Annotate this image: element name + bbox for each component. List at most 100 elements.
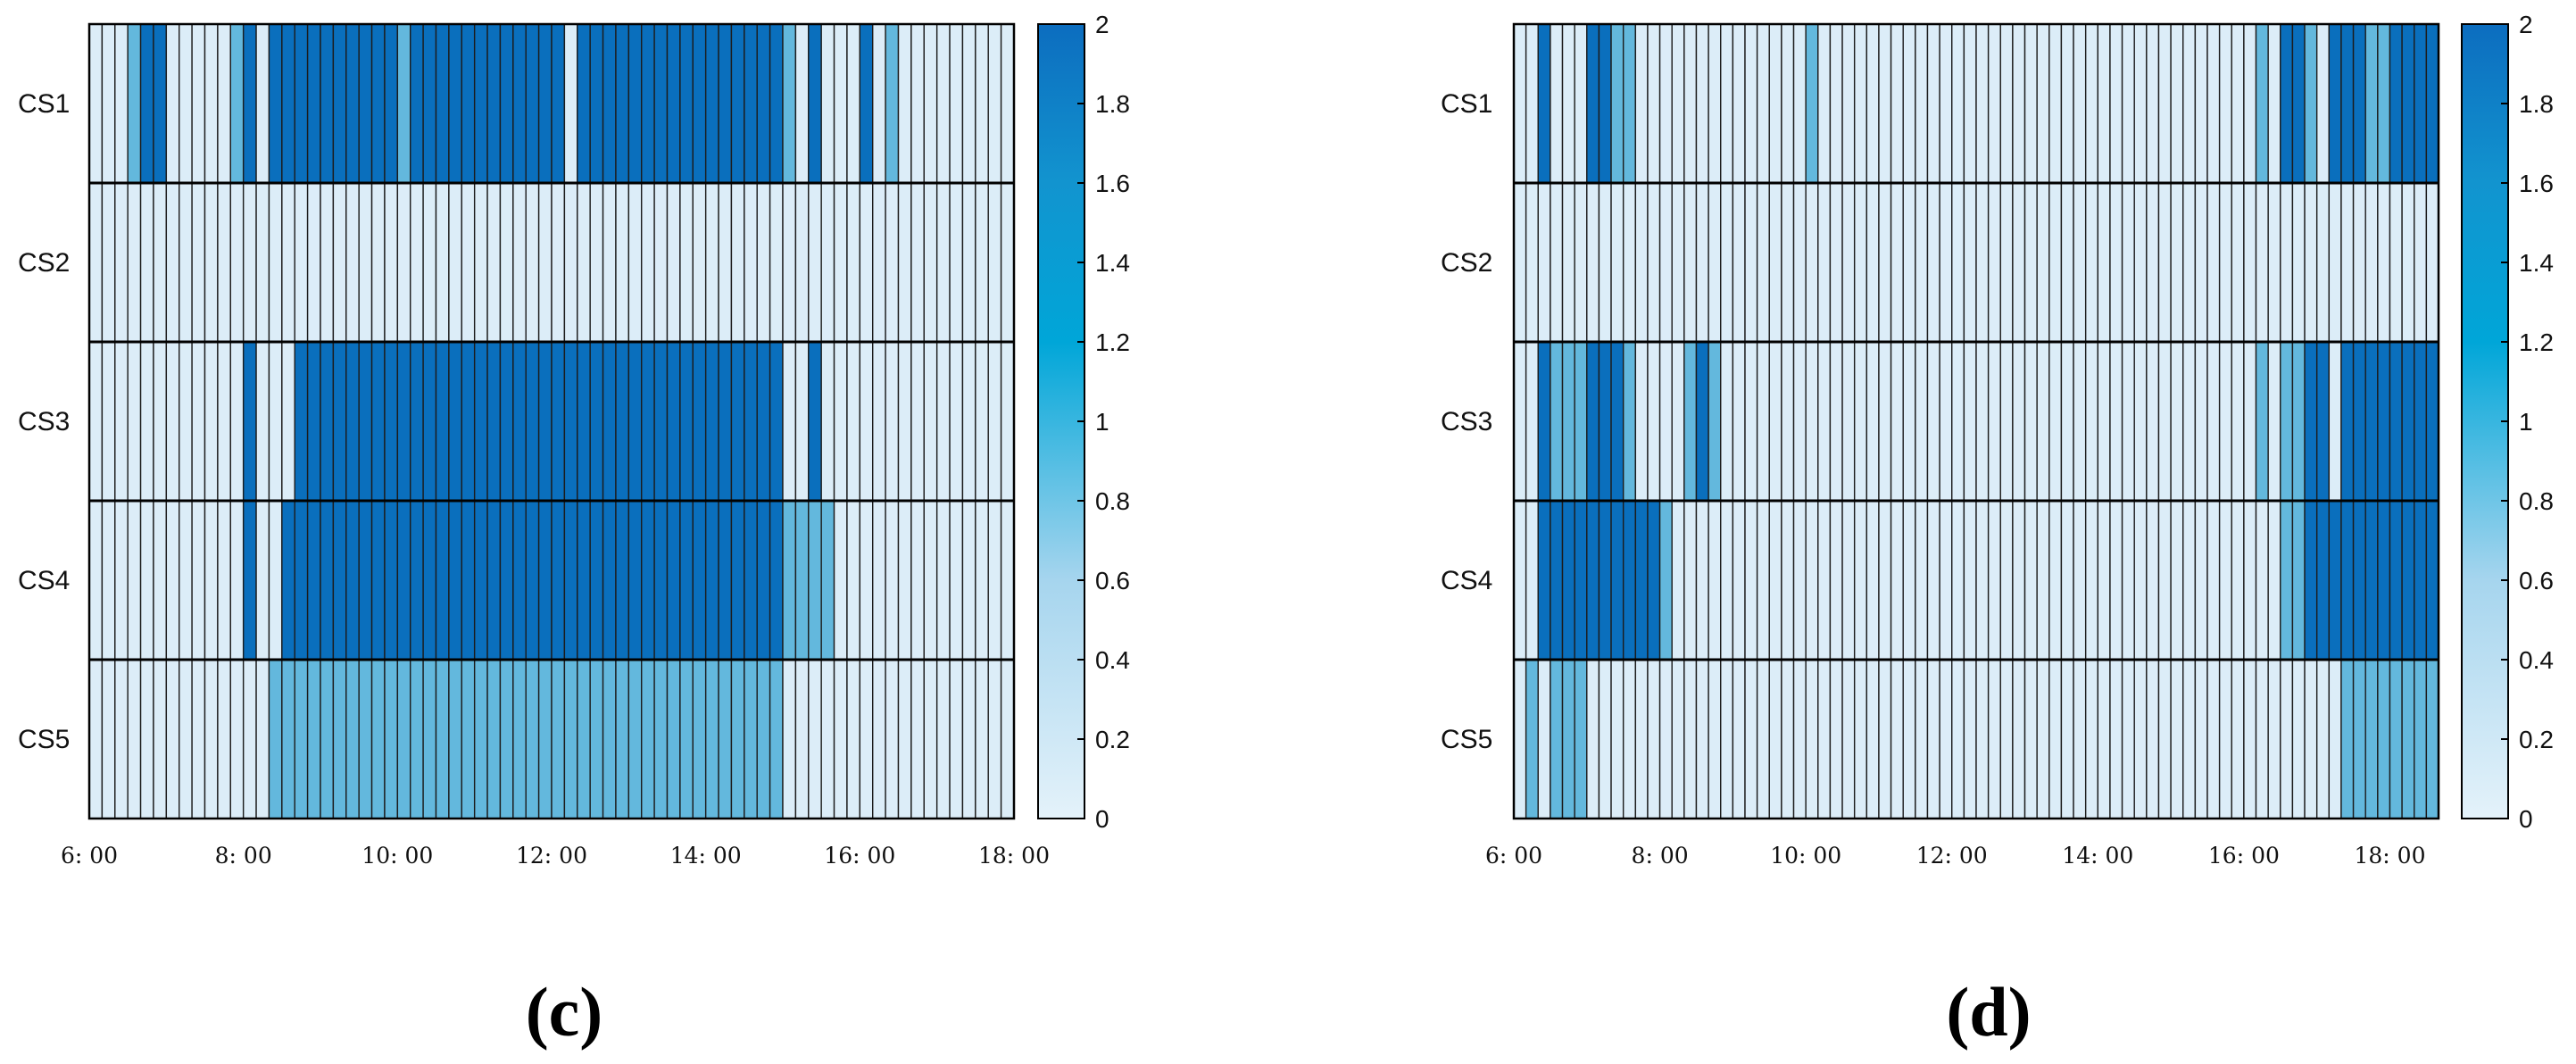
- heatmap-cell-d-r1-c73: [2401, 182, 2415, 343]
- heatmap-cell-d-r4-c42: [2023, 659, 2038, 819]
- heatmap-cell-c-r1-c35: [537, 182, 553, 343]
- row-label-c-1: CS2: [18, 248, 70, 278]
- row-label-c-4: CS5: [18, 725, 70, 754]
- heatmap-cell-c-r1-c20: [345, 182, 360, 343]
- heatmap-cell-c-r0-c39: [589, 23, 604, 184]
- heatmap-cell-d-r4-c1: [1525, 659, 1539, 819]
- heatmap-cell-d-r3-c49: [2109, 500, 2123, 661]
- heatmap-cell-d-r4-c71: [2377, 659, 2391, 819]
- heatmap-cell-c-r3-c66: [935, 500, 951, 661]
- heatmap-cell-c-r3-c21: [358, 500, 373, 661]
- row-label-d-1: CS2: [1441, 248, 1492, 278]
- heatmap-cell-c-r2-c29: [461, 341, 476, 502]
- heatmap-cell-c-r3-c35: [537, 500, 553, 661]
- heatmap-cell-d-r4-c70: [2364, 659, 2379, 819]
- heatmap-cell-c-r2-c1: [101, 341, 116, 502]
- heatmap-cell-c-r0-c55: [794, 23, 810, 184]
- heatmap-cell-d-r0-c39: [1987, 23, 2001, 184]
- heatmap-cell-c-r2-c70: [987, 341, 1002, 502]
- heatmap-cell-c-r2-c8: [191, 341, 206, 502]
- heatmap-cell-d-r0-c48: [2097, 23, 2111, 184]
- heatmap-cell-d-r4-c12: [1658, 659, 1673, 819]
- heatmap-cell-d-r3-c35: [1939, 500, 1953, 661]
- heatmap-cell-d-r3-c54: [2170, 500, 2184, 661]
- heatmap-cell-d-r0-c44: [2048, 23, 2063, 184]
- cb-tick-c-7: 1.4: [1095, 249, 1130, 277]
- heatmap-cell-c-r0-c54: [782, 23, 797, 184]
- heatmap-cell-c-r1-c21: [358, 182, 373, 343]
- heatmap-cell-d-r4-c9: [1622, 659, 1637, 819]
- heatmap-cell-d-r3-c47: [2084, 500, 2099, 661]
- heatmap-cell-d-r3-c73: [2401, 500, 2415, 661]
- heatmap-cell-c-r1-c65: [923, 182, 938, 343]
- heatmap-cell-d-r2-c59: [2231, 341, 2245, 502]
- heatmap-cell-c-r3-c32: [499, 500, 514, 661]
- heatmap-cell-c-r0-c10: [217, 23, 231, 184]
- heatmap-cell-c-r4-c71: [1000, 659, 1015, 819]
- heatmap-cell-c-r2-c34: [525, 341, 540, 502]
- heatmap-cell-c-r2-c12: [242, 341, 257, 502]
- heatmap-cell-c-r4-c19: [332, 659, 347, 819]
- heatmap-cell-c-r0-c51: [744, 23, 758, 184]
- heatmap-cell-c-r3-c62: [885, 500, 900, 661]
- heatmap-cell-c-r3-c11: [229, 500, 245, 661]
- heatmap-cell-c-r1-c34: [525, 182, 540, 343]
- heatmap-cell-d-r3-c57: [2206, 500, 2221, 661]
- heatmap-cell-c-r3-c23: [384, 500, 399, 661]
- heatmap-cell-d-r0-c53: [2157, 23, 2172, 184]
- heatmap-cell-d-r4-c73: [2401, 659, 2415, 819]
- heatmap-cell-d-r4-c75: [2425, 659, 2439, 819]
- heatmap-cell-c-r2-c64: [910, 341, 925, 502]
- heatmap-cell-d-r1-c0: [1513, 182, 1527, 343]
- heatmap-cell-c-r4-c50: [730, 659, 745, 819]
- cb-tick-d-3: 0.6: [2519, 567, 2554, 594]
- heatmap-cell-d-r0-c32: [1902, 23, 1916, 184]
- heatmap-cell-c-r3-c31: [486, 500, 502, 661]
- heatmap-cell-c-r2-c24: [396, 341, 411, 502]
- heatmap-cell-c-r1-c31: [486, 182, 502, 343]
- heatmap-cell-d-r0-c70: [2364, 23, 2379, 184]
- heatmap-cell-c-r4-c2: [114, 659, 129, 819]
- heatmap-cell-c-r0-c16: [294, 23, 309, 184]
- heatmap-cell-d-r3-c46: [2073, 500, 2087, 661]
- heatmap-cell-d-r1-c60: [2243, 182, 2257, 343]
- colorbar-c: [1037, 23, 1085, 819]
- heatmap-cell-d-r3-c67: [2328, 500, 2342, 661]
- heatmap-cell-c-r0-c23: [384, 23, 399, 184]
- heatmap-cell-c-r2-c35: [537, 341, 553, 502]
- x-tick-d-5: 16: 00: [2208, 843, 2280, 869]
- heatmap-cell-c-r3-c29: [461, 500, 476, 661]
- heatmap-cell-d-r2-c48: [2097, 341, 2111, 502]
- heatmap-cell-d-r2-c18: [1732, 341, 1746, 502]
- heatmap-cell-c-r4-c14: [268, 659, 283, 819]
- heatmap-cell-d-r1-c4: [1561, 182, 1575, 343]
- cb-tick-d-1: 0.2: [2519, 726, 2554, 753]
- heatmap-cell-d-r2-c69: [2352, 341, 2366, 502]
- heatmap-cell-c-r2-c16: [294, 341, 309, 502]
- heatmap-cell-d-r1-c52: [2146, 182, 2160, 343]
- heatmap-cell-c-r3-c28: [448, 500, 462, 661]
- x-tick-c-6: 18: 00: [978, 843, 1050, 869]
- heatmap-cell-d-r4-c53: [2157, 659, 2172, 819]
- heatmap-cell-d-r3-c45: [2060, 500, 2074, 661]
- heatmap-cell-d-r3-c16: [1708, 500, 1722, 661]
- heatmap-cell-d-r0-c12: [1658, 23, 1673, 184]
- heatmap-cell-c-r3-c6: [165, 500, 180, 661]
- heatmap-cell-c-r2-c52: [756, 341, 771, 502]
- heatmap-cell-d-r1-c26: [1829, 182, 1843, 343]
- x-tick-c-4: 14: 00: [670, 843, 742, 869]
- heatmap-cell-d-r0-c17: [1720, 23, 1734, 184]
- heatmap-cell-c-r1-c44: [653, 182, 669, 343]
- heatmap-cell-d-r1-c15: [1695, 182, 1709, 343]
- heatmap-cell-d-r2-c32: [1902, 341, 1916, 502]
- heatmap-cell-c-r3-c45: [666, 500, 681, 661]
- heatmap-cell-d-r0-c75: [2425, 23, 2439, 184]
- heatmap-cell-d-r0-c5: [1574, 23, 1588, 184]
- heatmap-cell-c-r3-c1: [101, 500, 116, 661]
- heatmap-cell-c-r3-c71: [1000, 500, 1015, 661]
- heatmap-cell-c-r3-c34: [525, 500, 540, 661]
- heatmap-cell-d-r1-c37: [1963, 182, 1977, 343]
- heatmap-cell-d-r1-c19: [1744, 182, 1758, 343]
- heatmap-cell-d-r1-c63: [2280, 182, 2294, 343]
- heatmap-cell-d-r1-c18: [1732, 182, 1746, 343]
